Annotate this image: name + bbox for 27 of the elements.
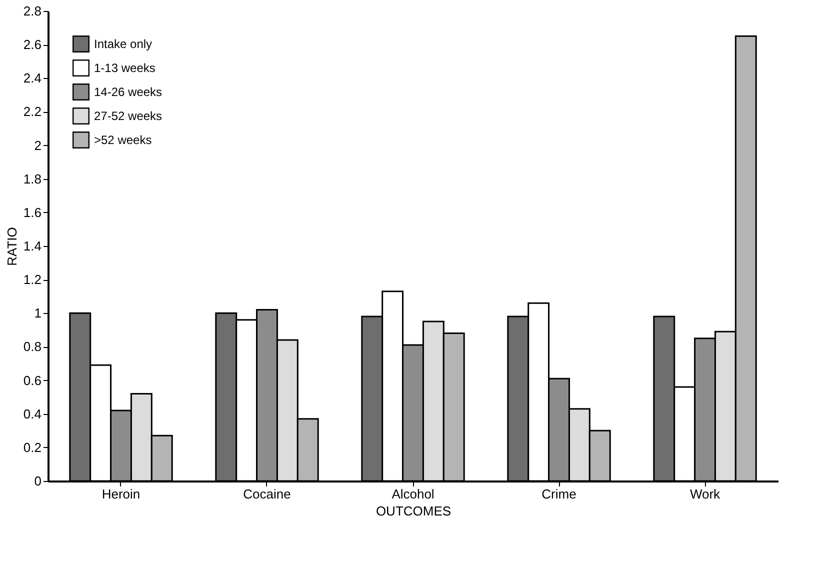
- x-tick-label: Cocaine: [243, 486, 291, 502]
- legend-label: >52 weeks: [94, 133, 152, 147]
- y-tick-label: 0.4: [23, 406, 42, 422]
- y-tick-label: 0.6: [23, 372, 42, 388]
- y-tick-label: 2.4: [23, 70, 42, 86]
- x-tick-label: Heroin: [102, 486, 140, 502]
- y-tick-label: 0: [34, 474, 42, 488]
- y-tick-label: 1.2: [23, 272, 42, 288]
- y-tick-label: 2: [34, 138, 42, 153]
- x-axis-title: OUTCOMES: [376, 504, 452, 518]
- x-tick-label: Crime: [542, 486, 576, 502]
- y-tick-label: 1.8: [23, 171, 42, 186]
- y-axis-title: RATIO: [4, 227, 20, 266]
- y-tick-label: 1: [34, 306, 42, 321]
- legend-label: 14-26 weeks: [94, 85, 162, 99]
- y-tick-label: 2.6: [23, 37, 42, 52]
- legend-label: Intake only: [94, 37, 152, 51]
- x-tick-label: Work: [690, 486, 721, 502]
- y-tick-label: 0.2: [23, 440, 42, 455]
- y-tick-label: 0.8: [23, 339, 42, 354]
- y-tick-label: 2.2: [23, 104, 42, 120]
- legend-label: 27-52 weeks: [94, 109, 162, 123]
- y-tick-label: 1.6: [23, 204, 42, 220]
- y-tick-label: 1.4: [23, 238, 42, 254]
- x-tick-label: Alcohol: [392, 486, 434, 502]
- y-tick-label: 2.8: [23, 4, 42, 18]
- legend-label: 1-13 weeks: [94, 61, 156, 75]
